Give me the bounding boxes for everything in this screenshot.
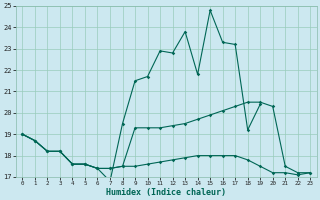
X-axis label: Humidex (Indice chaleur): Humidex (Indice chaleur) (106, 188, 226, 197)
